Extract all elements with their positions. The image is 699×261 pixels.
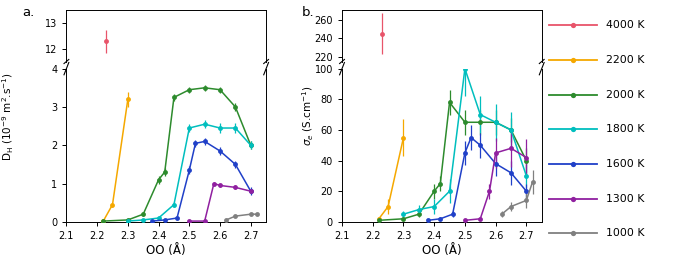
Text: 2000 K: 2000 K bbox=[606, 90, 644, 99]
Text: D$_\mathrm{H}$ (10$^{-9}$ m$^2$.s$^{-1}$): D$_\mathrm{H}$ (10$^{-9}$ m$^2$.s$^{-1}$… bbox=[1, 72, 16, 161]
Text: 1000 K: 1000 K bbox=[606, 228, 644, 238]
Text: b.: b. bbox=[302, 6, 315, 19]
X-axis label: OO (Å): OO (Å) bbox=[147, 244, 186, 257]
Text: 2200 K: 2200 K bbox=[606, 55, 644, 65]
Text: 4000 K: 4000 K bbox=[606, 20, 644, 30]
Text: $\sigma_e$ (S.cm$^{-1}$): $\sigma_e$ (S.cm$^{-1}$) bbox=[301, 86, 316, 146]
Text: 1800 K: 1800 K bbox=[606, 124, 644, 134]
Text: 1600 K: 1600 K bbox=[606, 159, 644, 169]
Text: a.: a. bbox=[22, 6, 35, 19]
Text: 1300 K: 1300 K bbox=[606, 194, 644, 204]
X-axis label: OO (Å): OO (Å) bbox=[422, 244, 461, 257]
